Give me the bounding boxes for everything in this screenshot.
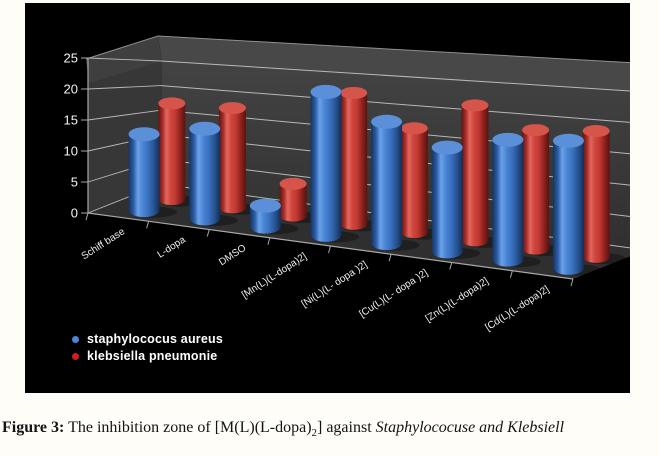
x-category-label: [Cu(L)(L- dopa )2] <box>357 267 430 320</box>
bar-1-2 <box>279 183 307 222</box>
bar-top-0-1 <box>189 121 221 136</box>
x-tick <box>449 262 453 270</box>
gridline <box>160 60 630 92</box>
chart-panel: 0 5 10 15 20 25 Schiff base L-dopa DMSO [Mn(L)(L-… <box>25 3 630 393</box>
x-tick <box>388 254 392 262</box>
legend-label-staphylococus: staphylococus aureus <box>87 332 223 346</box>
bar-top-0-4 <box>371 114 403 129</box>
bar-1-1 <box>218 108 246 214</box>
x-category-label: DMSO <box>217 243 248 269</box>
x-tick <box>328 245 331 254</box>
x-category-label: L-dopa <box>156 234 188 260</box>
gridline-side <box>87 57 162 62</box>
caption-text-after-sub: ] against <box>316 419 376 436</box>
legend-label-klebsiella: klebsiella pneumonie <box>87 349 218 363</box>
caption-figure-label: Figure 3: <box>2 419 65 436</box>
y-tick-label: 25 <box>64 51 78 66</box>
legend-item-klebsiella: klebsiella pneumonie <box>72 349 223 363</box>
bar-top-1-1 <box>218 102 246 115</box>
gridline <box>160 85 630 123</box>
cylinder-chart: 0 5 10 15 20 25 Schiff base L-dopa DMSO [Mn(L)(L-… <box>25 3 630 393</box>
bar-0-5 <box>431 147 463 259</box>
legend-marker-klebsiella-icon <box>72 352 79 360</box>
y-tick-label: 5 <box>71 175 78 190</box>
x-category-label: [Mn(L)(L-dopa)2] <box>240 251 309 301</box>
bar-top-0-3 <box>310 84 342 99</box>
bar-top-0-7 <box>552 133 584 148</box>
bar-top-1-2 <box>279 177 307 190</box>
y-tick-label: 0 <box>71 206 78 221</box>
gridline-side <box>87 109 162 121</box>
x-tick <box>85 212 89 221</box>
ceiling-edge <box>85 35 630 64</box>
bar-top-1-3 <box>340 86 368 99</box>
x-category-label: [Ni(L)(L- dopa )2] <box>300 259 370 310</box>
chart-legend: staphylococus aureus klebsiella pneumoni… <box>72 332 223 363</box>
bar-0-1 <box>189 128 221 226</box>
x-tick <box>570 278 574 287</box>
y-tick-label: 10 <box>64 144 78 159</box>
bar-1-5 <box>461 105 489 247</box>
bar-1-0 <box>158 103 186 206</box>
caption-text-before-sub: The inhibition zone of [M(L)(L-dopa) <box>64 419 312 436</box>
bar-1-4 <box>400 128 428 239</box>
figure-caption: Figure 3: The inhibition zone of [M(L)(L… <box>0 417 659 441</box>
bar-top-1-0 <box>158 97 186 110</box>
bar-1-6 <box>522 130 550 255</box>
bar-0-3 <box>310 91 342 242</box>
x-tick <box>267 237 271 245</box>
bar-top-0-5 <box>431 140 463 155</box>
caption-italic-organisms: Staphylococuse and Klebsiell <box>375 419 565 436</box>
x-category-label: [Cd(L)(L-dopa)2] <box>483 284 551 334</box>
x-category-label: [Zn(L)(L-dopa)2] <box>424 276 491 325</box>
gridline-side <box>87 85 162 90</box>
x-tick <box>206 229 210 237</box>
y-tick-label: 15 <box>64 113 78 128</box>
bar-0-7 <box>552 140 584 275</box>
bar-1-7 <box>582 130 610 263</box>
x-tick <box>509 270 513 278</box>
x-tick <box>146 221 150 229</box>
bar-top-0-6 <box>492 132 524 147</box>
bar-0-6 <box>492 139 524 267</box>
bar-top-0-0 <box>128 127 160 142</box>
cylinder-chart-svg: 0 5 10 15 20 25 Schiff base L-dopa DMSO[Mn(L)(L-… <box>64 35 630 334</box>
bar-top-0-2 <box>249 198 281 213</box>
legend-item-staphylococus: staphylococus aureus <box>72 332 223 346</box>
bar-top-1-6 <box>522 124 550 137</box>
bar-0-0 <box>128 134 160 218</box>
x-category-label: Schiff base <box>80 226 128 262</box>
caption-subscript: 2 <box>311 427 317 440</box>
wall-top-face <box>158 36 630 92</box>
y-tick-label: 20 <box>64 82 78 97</box>
bar-0-4 <box>371 121 403 251</box>
bar-0-2 <box>249 205 281 234</box>
bar-top-1-4 <box>400 122 428 135</box>
legend-marker-staphylococus-icon <box>72 335 79 343</box>
bar-top-1-7 <box>582 124 610 137</box>
bar-1-3 <box>340 92 368 230</box>
bar-top-1-5 <box>461 99 489 112</box>
